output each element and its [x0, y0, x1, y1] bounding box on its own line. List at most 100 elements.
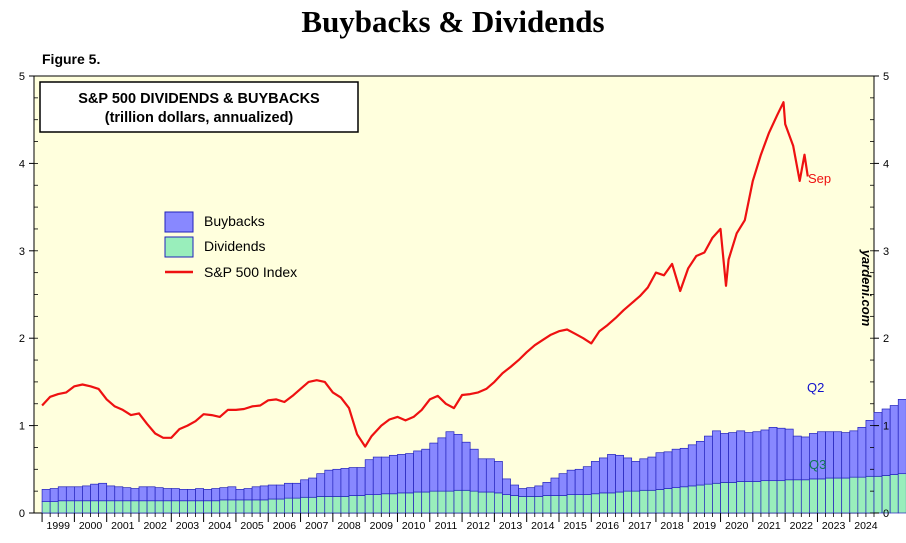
bar-buybacks [695, 440, 705, 486]
bar-buybacks [889, 405, 899, 475]
bar-dividends [308, 496, 318, 514]
y-tick-label-right: 4 [883, 158, 889, 170]
bar-dividends [429, 490, 439, 514]
bar-dividends [833, 477, 843, 514]
bar-buybacks [106, 485, 116, 502]
bar-buybacks [558, 473, 568, 496]
bar-buybacks [348, 467, 358, 496]
y-tick-label-left: 4 [19, 158, 25, 170]
bar-buybacks [550, 477, 560, 496]
series-end-label-q2: Q2 [807, 380, 824, 395]
bar-dividends [227, 499, 237, 514]
bar-dividends [243, 499, 253, 514]
bar-buybacks [405, 453, 414, 494]
bar-dividends [485, 491, 495, 514]
bar-dividends [356, 495, 366, 514]
bar-dividends [292, 497, 301, 514]
bar-dividends [599, 492, 608, 514]
y-tick-label-right: 2 [883, 333, 889, 345]
bar-buybacks [130, 488, 140, 502]
bar-buybacks [219, 487, 229, 501]
bar-buybacks [671, 448, 681, 489]
bar-buybacks [380, 456, 390, 495]
bar-dividends [607, 492, 616, 514]
bar-dividends [679, 486, 689, 514]
x-tick-label: 2004 [208, 520, 232, 532]
bar-dividends [154, 500, 164, 514]
bar-buybacks [566, 469, 576, 495]
bar-dividends [453, 489, 463, 514]
bar-buybacks [90, 483, 99, 502]
bar-buybacks [825, 431, 834, 479]
bar-dividends [792, 479, 802, 514]
bar-buybacks [292, 482, 301, 499]
bar-buybacks [397, 454, 406, 494]
chart-subtitle: (trillion dollars, annualized) [105, 110, 294, 126]
legend-swatch-buybacks [164, 211, 194, 233]
bar-buybacks [857, 426, 867, 478]
bar-buybacks [768, 426, 778, 482]
bar-buybacks [607, 454, 616, 494]
y-tick-label-left: 5 [19, 71, 25, 83]
bar-buybacks [752, 431, 762, 482]
x-tick-label: 2016 [596, 520, 620, 532]
bar-buybacks [251, 486, 261, 501]
x-tick-label: 2017 [628, 520, 652, 532]
bar-buybacks [526, 487, 536, 497]
bar-dividends [267, 498, 277, 514]
x-tick-label: 2013 [499, 520, 523, 532]
bar-dividends [251, 499, 261, 514]
series-end-label-sep: Sep [808, 171, 831, 186]
bar-buybacks [267, 484, 277, 500]
bar-buybacks [631, 461, 641, 492]
bar-dividends [687, 485, 697, 514]
bar-dividends [615, 491, 624, 514]
bar-dividends [477, 491, 487, 514]
x-tick-label: 1999 [47, 520, 71, 532]
bar-buybacks [122, 487, 132, 502]
bar-dividends [663, 488, 673, 514]
bar-buybacks [235, 489, 245, 501]
bar-dividends [49, 501, 59, 514]
bar-dividends [397, 492, 406, 514]
y-tick-label-right: 5 [883, 71, 889, 83]
bar-buybacks [744, 432, 754, 482]
bar-dividends [768, 480, 778, 514]
bar-buybacks [728, 432, 738, 483]
bar-dividends [405, 492, 414, 514]
bar-buybacks [687, 444, 697, 487]
bar-dividends [170, 500, 180, 514]
bar-dividends [639, 489, 649, 514]
y-tick-label-left: 0 [19, 508, 25, 520]
bar-buybacks [833, 431, 843, 479]
bar-buybacks [340, 468, 350, 497]
x-tick-label: 2001 [111, 520, 135, 532]
x-tick-label: 2002 [143, 520, 167, 532]
bar-buybacks [865, 420, 875, 477]
bar-dividends [340, 496, 350, 514]
bar-dividends [300, 496, 309, 514]
bar-dividends [324, 496, 334, 514]
bar-buybacks [372, 456, 382, 495]
legend: Buybacks Dividends S&P 500 Index [164, 211, 297, 280]
x-tick-label: 2021 [757, 520, 781, 532]
x-tick-label: 2010 [402, 520, 426, 532]
bar-dividends [114, 500, 124, 514]
bar-dividends [259, 499, 269, 514]
bar-buybacks [227, 486, 237, 501]
legend-label-buybacks: Buybacks [204, 213, 265, 229]
bar-dividends [90, 500, 99, 514]
bar-dividends [502, 494, 511, 514]
bar-buybacks [179, 489, 188, 502]
bar-dividends [817, 478, 826, 514]
bar-dividends [461, 489, 471, 514]
bar-buybacks [57, 486, 67, 502]
x-tick-label: 2014 [531, 520, 555, 532]
bar-dividends [865, 475, 875, 514]
y-tick-label-right: 3 [883, 246, 889, 258]
axes-layer: 0 0 1 1 2 2 3 3 4 4 5 5 1999 2000 2001 2002 2003 2004 2005… [19, 71, 889, 532]
y-tick-label-right: 0 [883, 508, 889, 520]
bar-buybacks [599, 457, 608, 494]
bar-dividends [469, 490, 479, 514]
bar-buybacks [574, 468, 584, 495]
